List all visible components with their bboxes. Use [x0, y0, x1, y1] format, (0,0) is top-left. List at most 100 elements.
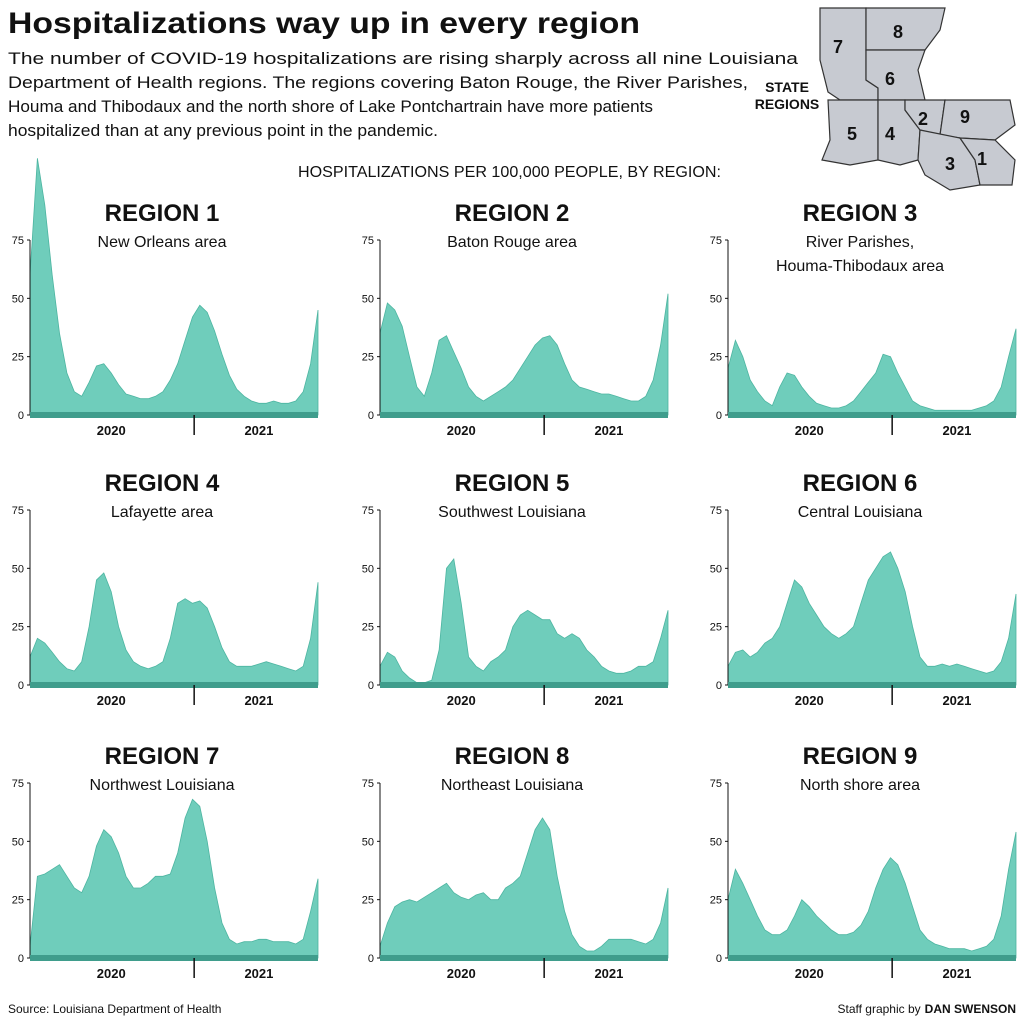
baseline [30, 412, 318, 418]
panel: REGION 7 Northwest Louisiana 0 25 50 75 2020 20… [12, 743, 319, 981]
panel: REGION 5 Southwest Louisiana 0 25 50 75 2020 20… [362, 470, 669, 708]
baseline [728, 955, 1016, 961]
baseline [30, 955, 318, 961]
chart-heading: HOSPITALIZATIONS PER 100,000 PEOPLE, BY … [298, 164, 721, 181]
y-tick-label: 0 [368, 410, 374, 422]
panel-subtitle: New Orleans area [98, 234, 227, 251]
map-label: 2 [918, 109, 928, 129]
baseline [380, 955, 668, 961]
y-tick-label: 25 [362, 622, 374, 634]
credit-author: DAN SWENSON [925, 1002, 1016, 1016]
baseline [728, 412, 1016, 418]
y-tick-label: 75 [710, 235, 722, 247]
y-tick-label: 0 [18, 410, 24, 422]
y-tick-label: 50 [362, 563, 374, 575]
area [379, 817, 669, 959]
x-tick-label: 2020 [795, 423, 824, 438]
subtitle-line: The number of COVID-19 hospitalizations … [8, 49, 799, 68]
area [29, 572, 319, 686]
y-tick-label: 0 [716, 953, 722, 965]
x-tick-label: 2021 [594, 423, 623, 438]
map-region [865, 7, 946, 51]
area [29, 158, 319, 416]
x-tick-label: 2021 [942, 423, 971, 438]
map-label: 4 [885, 124, 895, 144]
y-tick-label: 25 [12, 895, 24, 907]
x-tick-label: 2021 [942, 693, 971, 708]
map-title: REGIONS [755, 96, 820, 112]
map-title: STATE [765, 79, 809, 95]
y-tick-label: 50 [12, 563, 24, 575]
y-tick-label: 50 [12, 836, 24, 848]
subtitle-line: Houma and Thibodaux and the north shore … [8, 97, 653, 116]
y-tick-label: 0 [18, 680, 24, 692]
panel-title: REGION 3 [803, 200, 918, 227]
map-label: 3 [945, 154, 955, 174]
y-tick-label: 75 [362, 235, 374, 247]
panel-title: REGION 5 [455, 470, 570, 497]
credit-text: Staff graphic by [837, 1002, 920, 1016]
map-label: 9 [960, 107, 970, 127]
x-tick-label: 2021 [942, 966, 971, 981]
panel-subtitle: Houma-Thibodaux area [776, 258, 944, 275]
y-tick-label: 75 [362, 505, 374, 517]
y-tick-label: 25 [710, 895, 722, 907]
panel: REGION 6 Central Louisiana 0 25 50 75 2020 2021 [710, 470, 1017, 708]
y-tick-label: 25 [12, 352, 24, 364]
y-tick-label: 25 [12, 622, 24, 634]
panel-subtitle: Baton Rouge area [447, 234, 577, 251]
y-tick-label: 25 [362, 352, 374, 364]
panel-title: REGION 9 [803, 743, 918, 770]
panel: REGION 8 Northeast Louisiana 0 25 50 75 2020 20… [362, 743, 669, 981]
x-tick-label: 2020 [447, 966, 476, 981]
x-tick-label: 2021 [594, 966, 623, 981]
title: Hospitalizations way up in every region [8, 7, 640, 40]
x-tick-label: 2021 [244, 693, 273, 708]
x-tick-label: 2020 [97, 423, 126, 438]
y-tick-label: 50 [12, 293, 24, 305]
x-tick-label: 2021 [244, 966, 273, 981]
subtitle-line: Department of Health regions. The region… [8, 73, 748, 92]
panel-subtitle: Southwest Louisiana [438, 504, 586, 521]
map-label: 1 [977, 149, 987, 169]
area [727, 831, 1017, 959]
area [379, 293, 669, 416]
y-tick-label: 75 [12, 235, 24, 247]
y-tick-label: 25 [710, 352, 722, 364]
panel-title: REGION 6 [803, 470, 918, 497]
panel-subtitle: Central Louisiana [798, 504, 923, 521]
area [727, 328, 1017, 416]
x-tick-label: 2020 [795, 693, 824, 708]
y-tick-label: 0 [716, 410, 722, 422]
map-region [958, 137, 1016, 186]
y-tick-label: 50 [710, 293, 722, 305]
x-tick-label: 2020 [97, 966, 126, 981]
map-label: 6 [885, 69, 895, 89]
subtitle-line: hospitalized than at any previous point … [8, 121, 438, 140]
map-label: 7 [833, 37, 843, 57]
y-tick-label: 75 [12, 778, 24, 790]
panel: REGION 2 Baton Rouge area 0 25 50 75 2020 2021 [362, 200, 669, 438]
y-tick-label: 50 [710, 563, 722, 575]
panel: REGION 1 New Orleans area 0 25 50 75 2020 2021 [12, 158, 319, 438]
baseline [380, 682, 668, 688]
y-tick-label: 0 [716, 680, 722, 692]
y-tick-label: 0 [18, 953, 24, 965]
baseline [30, 682, 318, 688]
area [727, 551, 1017, 686]
x-tick-label: 2020 [447, 423, 476, 438]
panel: REGION 3 River Parishes, Houma-Thibodaux a… [710, 200, 1017, 438]
y-tick-label: 75 [710, 505, 722, 517]
map-label: 8 [893, 22, 903, 42]
state-map: 1 2 3 4 5 6 7 8 9 STATE REGIONS [755, 7, 1016, 191]
y-tick-label: 0 [368, 680, 374, 692]
x-tick-label: 2020 [97, 693, 126, 708]
panel-title: REGION 7 [105, 743, 220, 770]
y-tick-label: 50 [710, 836, 722, 848]
panel: REGION 9 North shore area 0 25 50 75 2020 2021 [710, 743, 1017, 981]
area [379, 558, 669, 686]
y-tick-label: 50 [362, 293, 374, 305]
x-tick-label: 2021 [244, 423, 273, 438]
panel-subtitle: Northeast Louisiana [441, 777, 583, 794]
